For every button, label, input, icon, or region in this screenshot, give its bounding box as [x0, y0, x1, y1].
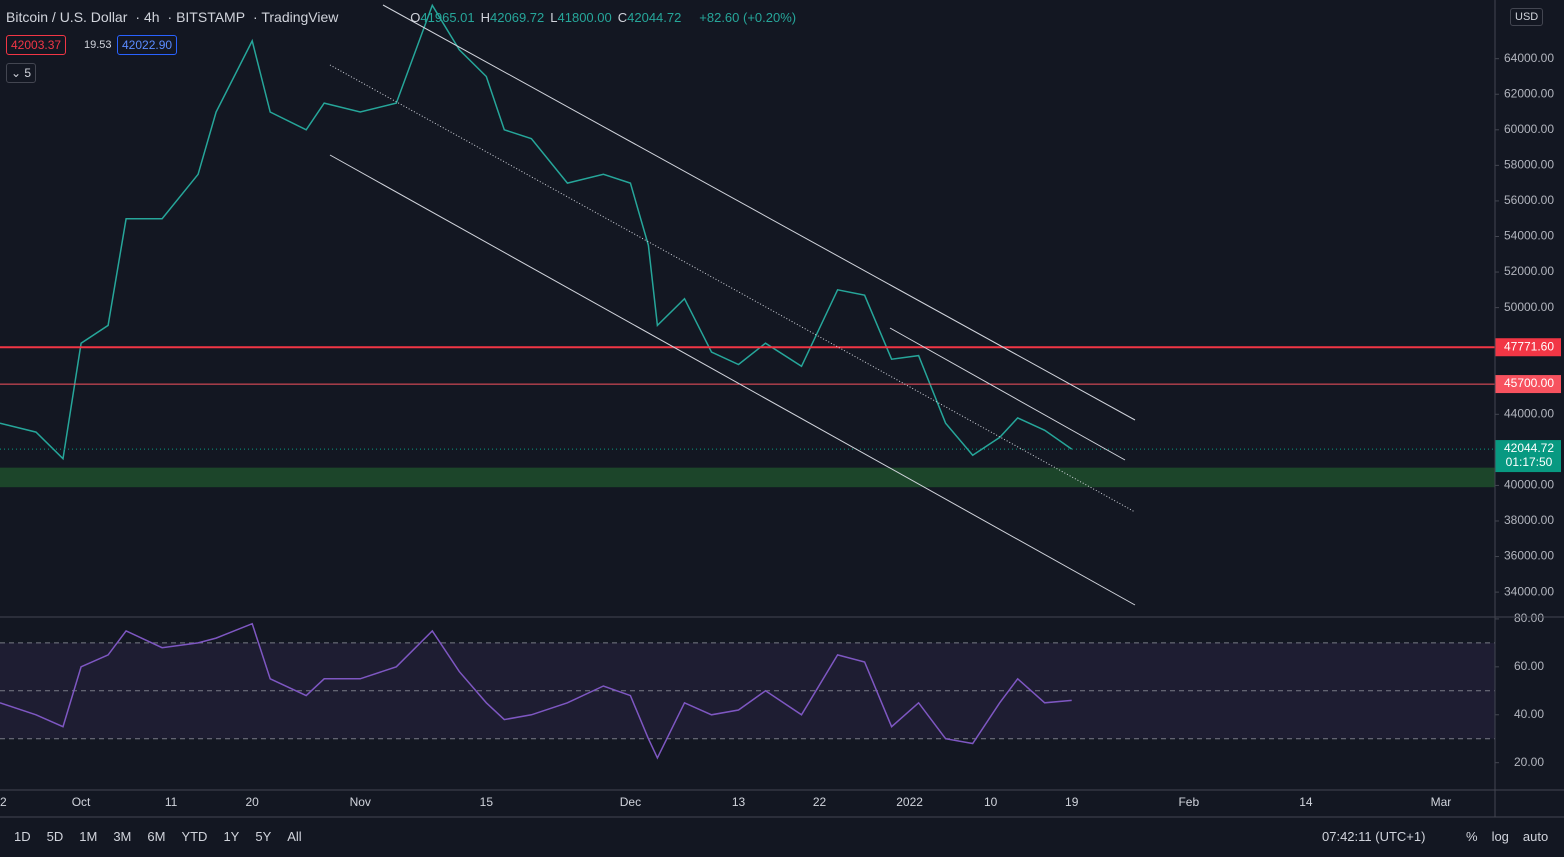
option-button[interactable]: % — [1466, 829, 1478, 844]
ohlc-value: 41965.01 — [420, 10, 475, 25]
range-button[interactable]: 5Y — [255, 829, 272, 844]
range-button[interactable]: 1D — [14, 829, 31, 844]
change: +82.60 (+0.20%) — [699, 10, 797, 25]
range-button[interactable]: 5D — [46, 829, 64, 844]
support-zone — [0, 467, 1495, 488]
x-tick-label: 22 — [0, 795, 7, 809]
ohlc: O41965.01 H42069.72 L41800.00 C42044.72 — [410, 10, 687, 25]
indicator-toggle[interactable]: ⌄ 5 — [6, 63, 37, 83]
ohlc-value: 42044.72 — [627, 10, 682, 25]
symbol[interactable]: Bitcoin / U.S. Dollar — [6, 9, 128, 25]
channel-inner — [889, 327, 1126, 461]
x-tick-label: 22 — [813, 795, 827, 809]
x-tick-label: 13 — [732, 795, 746, 809]
x-tick-label: Oct — [72, 795, 91, 809]
ohlc-key: H — [480, 10, 491, 25]
level-tag — [1495, 375, 1561, 394]
x-tick-label: Nov — [350, 795, 371, 809]
ohlc-value: 41800.00 — [557, 10, 612, 25]
y-tick-label: 52000.00 — [1504, 264, 1554, 278]
level-tag — [1495, 338, 1561, 357]
source: TradingView — [261, 9, 339, 25]
range-button[interactable]: 1M — [79, 829, 98, 844]
channel-mid — [329, 64, 1136, 513]
range-button[interactable]: All — [287, 829, 302, 844]
y-tick-label: 60000.00 — [1504, 122, 1554, 136]
price-line — [0, 3, 1073, 461]
y-tick-label: 54000.00 — [1504, 229, 1554, 243]
ohlc-key: L — [550, 10, 558, 25]
buy-button[interactable]: 42022.90 — [117, 35, 178, 55]
option-button[interactable]: auto — [1522, 829, 1549, 844]
sell-button[interactable]: 42003.37 — [6, 35, 67, 55]
clock: 07:42:11 (UTC+1) — [1322, 829, 1426, 844]
channel-upper — [382, 4, 1136, 421]
x-tick-label: 2022 — [896, 795, 923, 809]
last-price-label: 42044.72 — [1504, 441, 1554, 455]
ohlc-key: C — [617, 10, 628, 25]
countdown: 01:17:50 — [1506, 455, 1553, 469]
y-tick-label: 44000.00 — [1504, 406, 1554, 420]
y-tick-label: 60.00 — [1514, 659, 1544, 673]
range-button[interactable]: 6M — [147, 829, 166, 844]
x-tick-label: Mar — [1431, 795, 1452, 809]
y-tick-label: 20.00 — [1514, 755, 1544, 769]
y-tick-label: 62000.00 — [1504, 86, 1554, 100]
x-tick-label: 11 — [165, 795, 178, 809]
ohlc-key: O — [410, 10, 421, 25]
y-tick-label: 58000.00 — [1504, 158, 1554, 172]
trend-channel — [329, 4, 1136, 606]
currency[interactable]: USD — [1510, 8, 1544, 26]
x-tick-label: Feb — [1178, 795, 1199, 809]
y-tick-label: 40.00 — [1514, 707, 1544, 721]
ohlc-value: 42069.72 — [490, 10, 545, 25]
range-button[interactable]: 3M — [113, 829, 132, 844]
last-price-tag — [1495, 440, 1561, 473]
y-tick-label: 40000.00 — [1504, 478, 1554, 492]
x-tick-label: 10 — [984, 795, 998, 809]
x-tick-label: 14 — [1299, 795, 1313, 809]
y-tick-label: 80.00 — [1514, 611, 1544, 625]
level-label: 45700.00 — [1504, 376, 1554, 390]
x-tick-label: 19 — [1065, 795, 1079, 809]
legend: Bitcoin / U.S. Dollar · 4h · BITSTAMP · Tra… — [6, 9, 797, 25]
option-button[interactable]: log — [1491, 829, 1509, 844]
interval[interactable]: 4h — [143, 9, 160, 25]
y-tick-label: 34000.00 — [1504, 584, 1554, 598]
level-label: 47771.60 — [1504, 339, 1554, 353]
y-tick-label: 56000.00 — [1504, 193, 1554, 207]
x-tick-label: 20 — [245, 795, 259, 809]
y-tick-label: 36000.00 — [1504, 549, 1554, 563]
range-button[interactable]: YTD — [181, 829, 208, 844]
channel-lower — [329, 154, 1136, 606]
range-button[interactable]: 1Y — [223, 829, 240, 844]
options: % log auto — [1466, 829, 1562, 844]
y-tick-label: 50000.00 — [1504, 300, 1554, 314]
price-line — [0, 622, 1072, 760]
x-tick-label: Dec — [620, 795, 641, 809]
spread: 19.53 — [84, 39, 112, 51]
indicator-count: 5 — [24, 66, 32, 80]
exchange: BITSTAMP — [176, 9, 246, 25]
x-tick-label: 15 — [480, 795, 494, 809]
y-tick-label: 38000.00 — [1504, 513, 1554, 527]
y-tick-label: 64000.00 — [1504, 51, 1554, 65]
range-bar: 1D 5D 1M 3M 6M YTD 1Y 5Y All — [14, 829, 318, 844]
